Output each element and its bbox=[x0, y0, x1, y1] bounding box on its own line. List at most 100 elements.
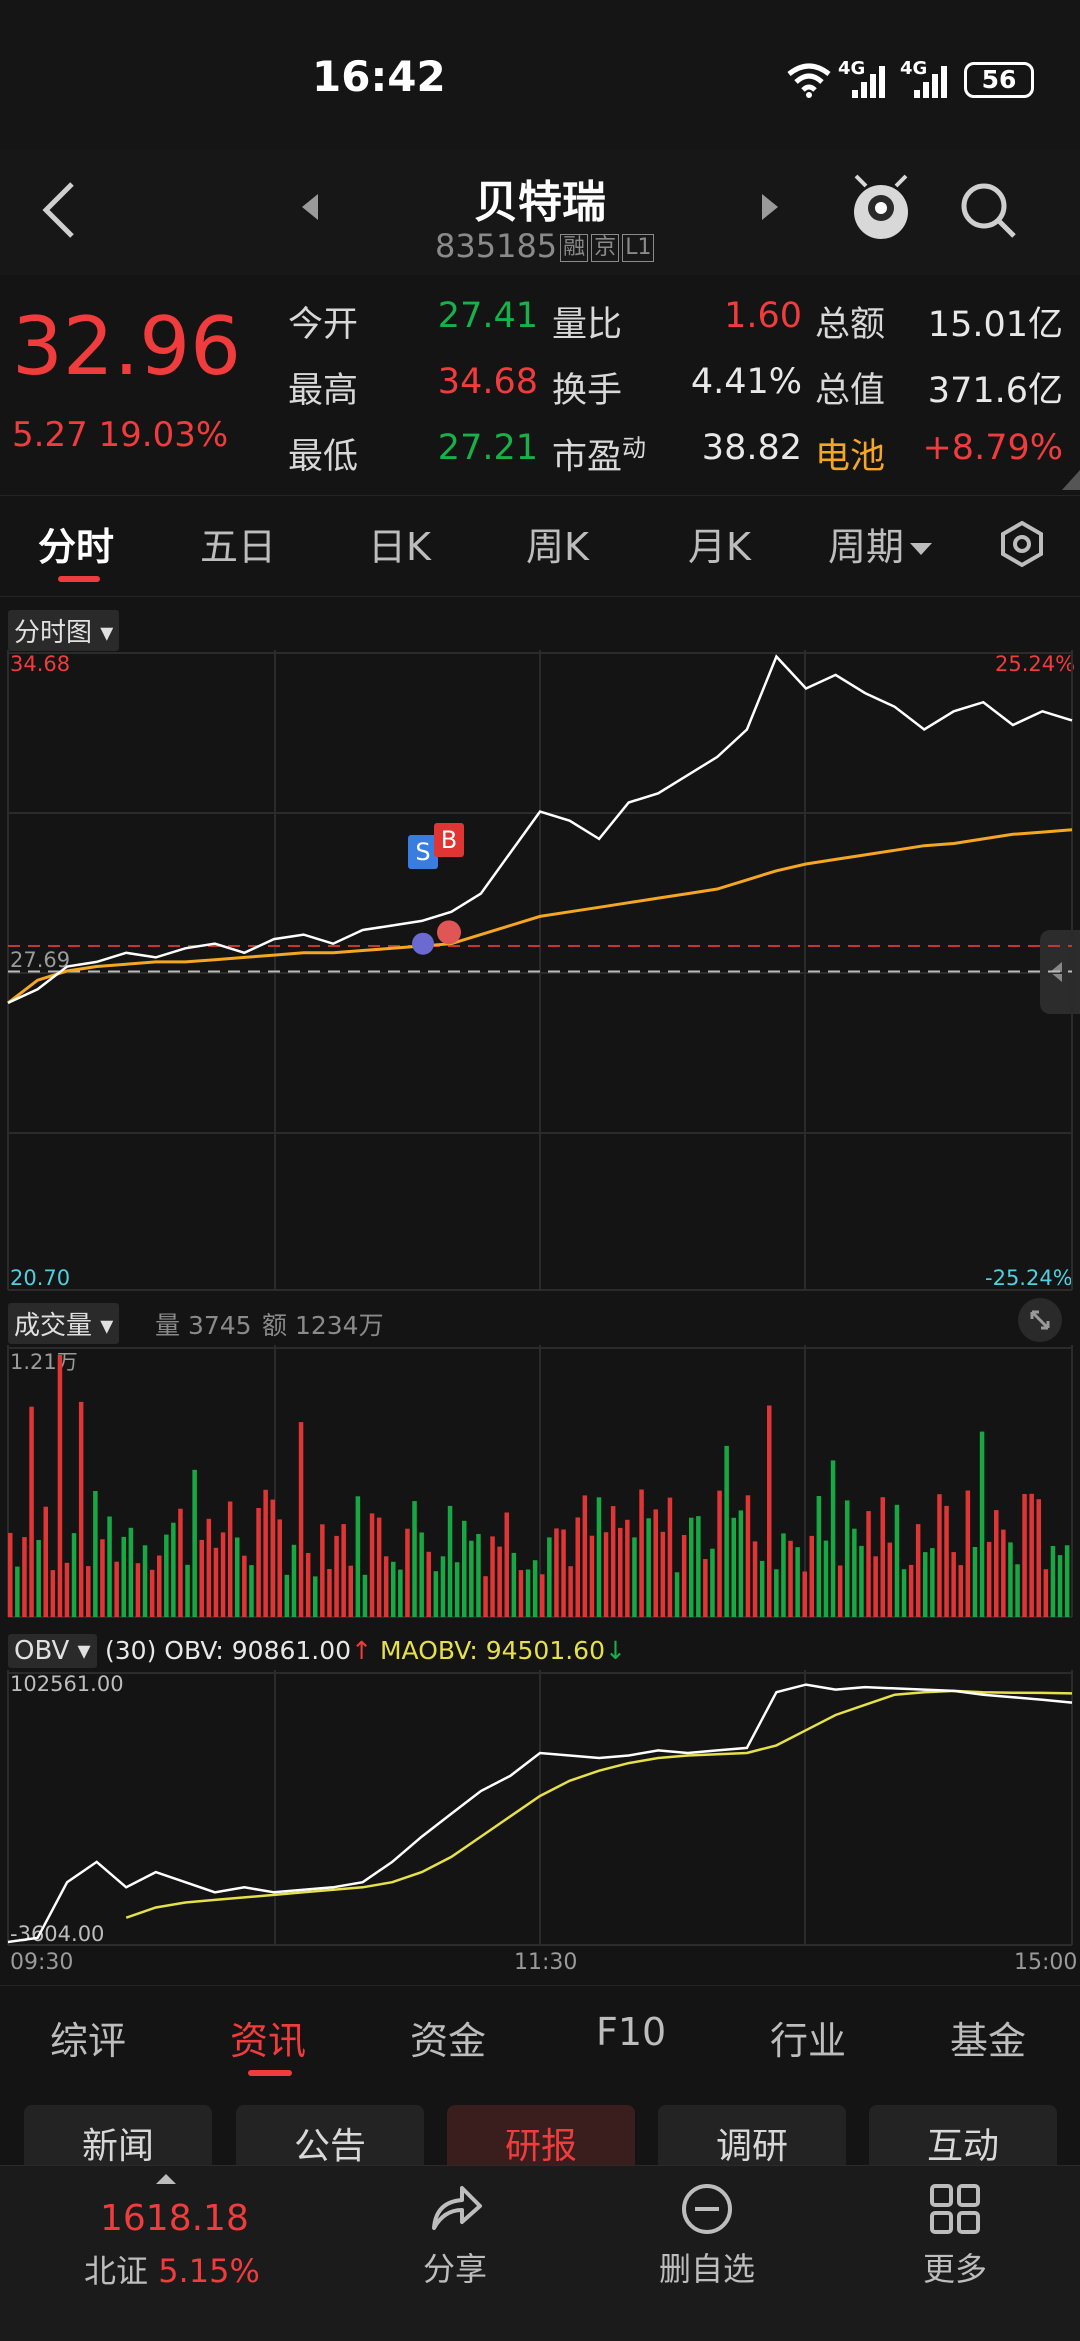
market-cap-value: 371.6亿 bbox=[927, 371, 1063, 411]
volume-bar bbox=[681, 1535, 687, 1617]
network-label-1: 4G bbox=[838, 58, 866, 79]
volume-bar bbox=[398, 1569, 403, 1617]
volume-bar bbox=[547, 1537, 552, 1617]
sell-marker[interactable]: S bbox=[408, 835, 438, 869]
sector-label[interactable]: 电池 bbox=[815, 437, 886, 477]
tab-f10[interactable]: F10 bbox=[596, 2010, 667, 2054]
volume-bar bbox=[852, 1528, 857, 1617]
low-value: 27.21 bbox=[437, 428, 538, 468]
volume-ratio-label: 量比 bbox=[552, 305, 623, 345]
tab-five-day[interactable]: 五日 bbox=[200, 525, 277, 569]
settings-hexagon-icon[interactable] bbox=[998, 520, 1046, 568]
tab-period-label: 周期 bbox=[828, 525, 905, 569]
obv-period: (30) bbox=[105, 1636, 157, 1665]
subtab-interaction[interactable]: 互动 bbox=[869, 2105, 1057, 2175]
tab-daily-k[interactable]: 日K bbox=[368, 525, 431, 569]
volume-bar bbox=[554, 1528, 559, 1617]
volume-bar bbox=[71, 1533, 77, 1617]
volume-bar bbox=[830, 1460, 836, 1617]
assistant-mascot-icon[interactable] bbox=[848, 172, 914, 244]
prev-stock-icon[interactable] bbox=[298, 192, 322, 222]
volume-bar bbox=[256, 1508, 261, 1617]
volume-bar bbox=[696, 1516, 701, 1617]
tab-industry[interactable]: 行业 bbox=[770, 2019, 847, 2063]
share-label[interactable]: 分享 bbox=[422, 2250, 487, 2288]
volume-bar bbox=[873, 1556, 878, 1617]
index-summary[interactable]: 北证 5.15% bbox=[84, 2246, 260, 2292]
tab-weekly-k[interactable]: 周K bbox=[526, 525, 589, 569]
volume-bar bbox=[845, 1500, 850, 1617]
volume-bar bbox=[596, 1497, 602, 1617]
volume-dropdown[interactable]: 成交量 ▾ bbox=[8, 1303, 120, 1344]
volume-bar bbox=[149, 1569, 155, 1617]
subtab-survey[interactable]: 调研 bbox=[658, 2105, 846, 2175]
volume-bar bbox=[994, 1510, 999, 1617]
subtab-announcements[interactable]: 公告 bbox=[236, 2105, 424, 2175]
more-grid-icon[interactable] bbox=[928, 2182, 982, 2236]
buy-marker[interactable]: B bbox=[434, 823, 464, 857]
volume-bar bbox=[908, 1564, 914, 1617]
back-icon[interactable] bbox=[40, 180, 80, 240]
volume-bar bbox=[263, 1489, 268, 1617]
obv-value: OBV: 90861.00 bbox=[164, 1636, 352, 1665]
tab-fund[interactable]: 基金 bbox=[950, 2019, 1027, 2063]
volume-bar bbox=[50, 1570, 56, 1617]
expand-button[interactable] bbox=[1018, 1298, 1062, 1342]
volume-bar bbox=[383, 1556, 389, 1617]
tab-monthly-k[interactable]: 月K bbox=[688, 525, 751, 569]
pe-value: 38.82 bbox=[701, 428, 802, 468]
search-icon[interactable] bbox=[958, 180, 1018, 240]
obv-chart[interactable] bbox=[0, 1670, 1080, 1950]
share-icon[interactable] bbox=[428, 2182, 484, 2234]
volume-bar bbox=[43, 1506, 48, 1617]
tab-news[interactable]: 资讯 bbox=[230, 2019, 307, 2063]
tab-intraday[interactable]: 分时 bbox=[38, 525, 115, 569]
volume-bar bbox=[504, 1512, 509, 1617]
remove-watchlist-icon[interactable] bbox=[680, 2182, 734, 2236]
volume-bar bbox=[57, 1355, 63, 1617]
obv-axis-min: -3604.00 bbox=[10, 1922, 105, 1946]
price-chart[interactable] bbox=[0, 650, 1080, 1300]
volume-bar bbox=[213, 1547, 219, 1617]
info-tab-indicator bbox=[248, 2070, 292, 2076]
tab-funds[interactable]: 资金 bbox=[410, 2019, 487, 2063]
expand-icon bbox=[1030, 1310, 1050, 1330]
volume-bar bbox=[767, 1405, 772, 1617]
price-axis-max: 34.68 bbox=[10, 652, 71, 676]
tab-period[interactable]: 周期 bbox=[828, 516, 933, 571]
pe-label-text: 市盈 bbox=[552, 437, 623, 478]
volume-dropdown-label: 成交量 bbox=[14, 1311, 93, 1341]
tab-overview[interactable]: 综评 bbox=[50, 2019, 127, 2063]
more-label[interactable]: 更多 bbox=[922, 2250, 987, 2288]
stock-name: 贝特瑞 bbox=[474, 177, 606, 228]
volume-bar bbox=[93, 1491, 98, 1617]
volume-bar bbox=[348, 1565, 353, 1617]
volume-bar bbox=[532, 1560, 538, 1617]
obv-dropdown-label: OBV bbox=[14, 1636, 70, 1666]
volume-bar bbox=[610, 1506, 616, 1617]
next-stock-icon[interactable] bbox=[758, 192, 782, 222]
volume-bar bbox=[894, 1504, 900, 1617]
corner-fold-icon bbox=[1062, 470, 1080, 490]
index-value[interactable]: 1618.18 bbox=[100, 2198, 249, 2239]
volume-bar bbox=[178, 1508, 183, 1617]
volume-bar bbox=[1008, 1542, 1013, 1617]
volume-bar bbox=[625, 1519, 630, 1617]
volume-bar bbox=[135, 1563, 141, 1617]
volume-bar bbox=[568, 1566, 573, 1617]
remove-watchlist-label[interactable]: 删自选 bbox=[658, 2250, 755, 2288]
caret-up-icon[interactable] bbox=[156, 2172, 176, 2186]
tab-active-indicator bbox=[58, 576, 100, 582]
subtab-research[interactable]: 研报 bbox=[447, 2105, 635, 2175]
volume-bar bbox=[270, 1499, 275, 1617]
volume-bar bbox=[64, 1562, 70, 1617]
volume-bar bbox=[29, 1406, 34, 1617]
pct-axis-min: -25.24% bbox=[985, 1266, 1073, 1290]
volume-bar bbox=[951, 1552, 956, 1617]
volume-chart[interactable] bbox=[0, 1345, 1080, 1620]
volume-bar bbox=[114, 1561, 119, 1617]
subtab-news[interactable]: 新闻 bbox=[24, 2105, 212, 2175]
chart-type-dropdown[interactable]: 分时图 ▾ bbox=[8, 610, 120, 651]
volume-bar bbox=[745, 1495, 751, 1617]
obv-dropdown[interactable]: OBV ▾ bbox=[8, 1634, 97, 1668]
